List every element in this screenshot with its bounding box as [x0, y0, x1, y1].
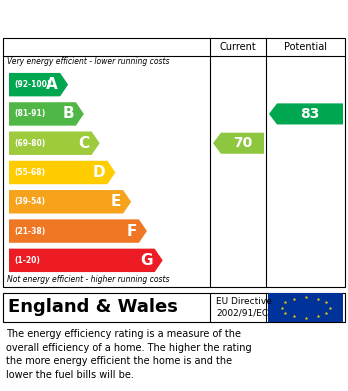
Text: B: B: [62, 106, 74, 122]
Polygon shape: [9, 73, 68, 96]
Text: Very energy efficient - lower running costs: Very energy efficient - lower running co…: [7, 57, 169, 66]
Polygon shape: [213, 133, 264, 154]
Text: D: D: [93, 165, 105, 180]
Text: Potential: Potential: [284, 42, 327, 52]
Text: (21-38): (21-38): [14, 226, 45, 235]
Text: F: F: [127, 224, 137, 239]
Text: The energy efficiency rating is a measure of the
overall efficiency of a home. T: The energy efficiency rating is a measur…: [6, 329, 252, 380]
Text: G: G: [140, 253, 153, 268]
Text: Current: Current: [220, 42, 256, 52]
Polygon shape: [9, 161, 116, 184]
Text: C: C: [79, 136, 90, 151]
Bar: [3, 293, 345, 322]
Text: (81-91): (81-91): [14, 109, 45, 118]
Text: E: E: [111, 194, 121, 209]
Polygon shape: [9, 249, 163, 272]
Text: England & Wales: England & Wales: [8, 298, 178, 316]
Polygon shape: [9, 219, 147, 243]
Text: Energy Efficiency Rating: Energy Efficiency Rating: [8, 9, 237, 27]
Text: (1-20): (1-20): [14, 256, 40, 265]
Text: A: A: [46, 77, 58, 92]
Text: (55-68): (55-68): [14, 168, 45, 177]
Bar: [268, 293, 343, 322]
Text: Not energy efficient - higher running costs: Not energy efficient - higher running co…: [7, 275, 169, 284]
Polygon shape: [9, 102, 84, 126]
Polygon shape: [269, 103, 343, 124]
Text: (39-54): (39-54): [14, 197, 45, 206]
Polygon shape: [9, 131, 100, 155]
Polygon shape: [9, 190, 131, 213]
Text: 83: 83: [300, 107, 320, 121]
Text: (92-100): (92-100): [14, 80, 50, 89]
Text: EU Directive
2002/91/EC: EU Directive 2002/91/EC: [216, 297, 272, 318]
Text: 70: 70: [233, 136, 252, 150]
Text: (69-80): (69-80): [14, 139, 45, 148]
